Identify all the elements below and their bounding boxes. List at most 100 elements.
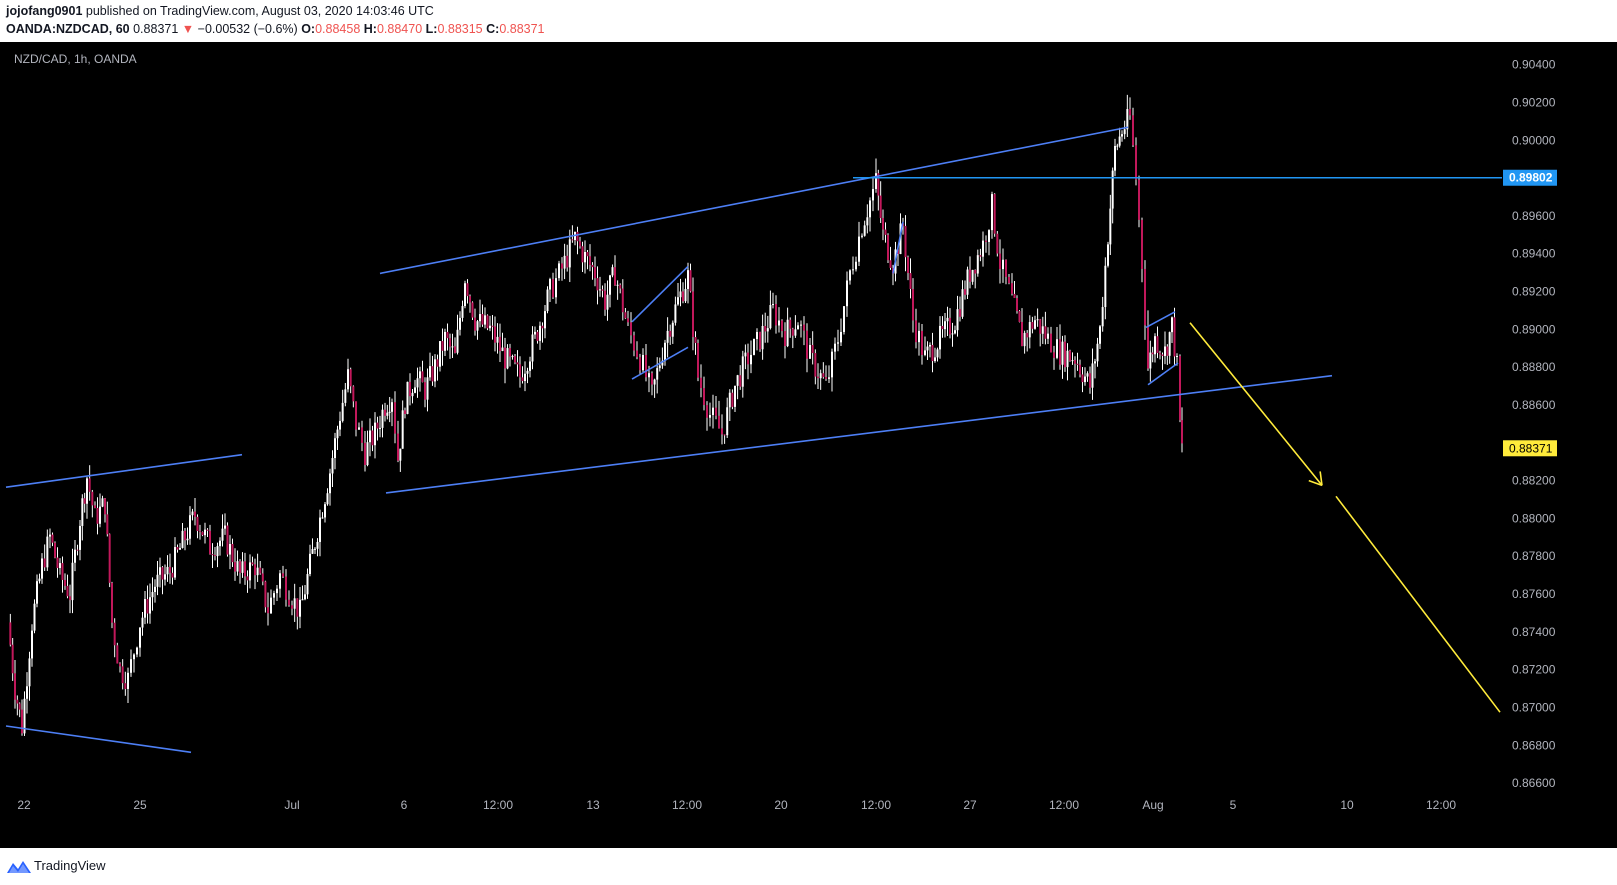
candle-body <box>791 328 794 336</box>
candle-body <box>41 558 43 579</box>
candle-body <box>744 352 747 357</box>
candle-body <box>861 235 863 237</box>
candle-body <box>18 703 21 710</box>
candle-body <box>1039 319 1042 334</box>
candle-body <box>191 511 194 516</box>
candle-body <box>121 666 124 684</box>
candle-body <box>124 683 127 689</box>
candle-body <box>1044 326 1047 339</box>
candle-body <box>576 231 579 242</box>
candle-body <box>273 593 275 598</box>
price-chart[interactable]: 0.90400 0.90200 0.90000 0.89600 0.89400 0.892… <box>0 42 1617 848</box>
candle-body <box>349 369 352 387</box>
candle-body <box>1144 268 1146 326</box>
candle-body <box>671 322 674 337</box>
candle-body <box>299 599 301 617</box>
candle-body <box>226 525 229 555</box>
candle-body <box>71 562 74 601</box>
candle-body <box>819 373 822 379</box>
candle-body <box>1141 219 1143 269</box>
projection-line-1 <box>1189 322 1323 486</box>
candle-body <box>539 325 541 341</box>
candle-body <box>999 253 1001 270</box>
candle-body <box>526 370 529 374</box>
candle-body <box>846 280 848 307</box>
candle-body <box>379 427 381 429</box>
chart-area[interactable]: 0.90400 0.90200 0.90000 0.89600 0.89400 0.892… <box>0 42 1617 848</box>
candle-body <box>531 334 534 362</box>
time-tick-label: 5 <box>1230 798 1237 812</box>
price-tick-label: 0.90000 <box>1512 133 1556 147</box>
candle-body <box>811 344 814 354</box>
candle-body <box>976 255 979 274</box>
candle-body <box>311 549 314 554</box>
candle-body <box>1031 322 1034 329</box>
candle-body <box>879 195 882 219</box>
time-axis[interactable]: 22 25 Jul 6 12:00 13 12:00 20 12:00 27 12:00 Aug 5 10… <box>17 798 1456 812</box>
candle-body <box>909 273 912 290</box>
candle-body <box>723 434 726 436</box>
price-axis[interactable]: 0.90400 0.90200 0.90000 0.89600 0.89400 0.892… <box>1503 58 1557 790</box>
candle-body <box>151 591 154 598</box>
candle-body <box>499 336 501 352</box>
tradingview-logo-icon[interactable] <box>6 860 32 874</box>
candle-body <box>806 330 808 359</box>
candle-body <box>858 236 860 262</box>
author-name[interactable]: jojofang0901 <box>6 4 83 18</box>
candle-body <box>601 289 604 291</box>
candle-body <box>912 289 914 321</box>
candle-body <box>369 430 371 443</box>
candle-body <box>1168 332 1171 356</box>
candle-body <box>156 574 159 587</box>
candle-body <box>863 225 866 236</box>
candle-body <box>171 572 174 578</box>
candle-body <box>454 346 456 353</box>
candle-body <box>259 567 262 574</box>
footer-brand[interactable]: TradingView <box>34 858 106 873</box>
price-tick-label: 0.88800 <box>1512 360 1556 374</box>
chart-legend: NZD/CAD, 1h, OANDA <box>14 52 137 66</box>
candle-body <box>23 698 26 734</box>
candle-body <box>1079 364 1081 375</box>
time-tick-label: 12:00 <box>1049 798 1079 812</box>
candle-body <box>364 442 366 466</box>
candle-body <box>1179 355 1181 421</box>
candle-body <box>619 284 622 289</box>
candle-body <box>764 325 767 332</box>
trendline-9 <box>1147 362 1179 386</box>
candle-body <box>256 567 259 576</box>
candle-body <box>154 586 156 592</box>
candle-body <box>264 581 267 608</box>
candle-body <box>91 491 94 506</box>
price-tick-label: 0.87600 <box>1512 587 1556 601</box>
candle-body <box>904 225 907 258</box>
candle-body <box>715 407 717 416</box>
candle-body <box>772 304 774 306</box>
candle-body <box>214 555 216 557</box>
candle-body <box>706 405 708 418</box>
candle-body <box>1132 115 1134 146</box>
candle-body <box>889 260 892 268</box>
candle-body <box>747 352 749 365</box>
candle-body <box>466 283 469 297</box>
candle-body <box>288 599 290 606</box>
candle-body <box>236 561 239 572</box>
candle-body <box>94 505 96 508</box>
candle-body <box>436 359 439 367</box>
candle-body <box>682 291 684 302</box>
price-tick-label: 0.86800 <box>1512 738 1556 752</box>
candle-body <box>267 607 269 614</box>
candle-body <box>709 415 711 418</box>
candle-body <box>778 320 780 326</box>
candle-body <box>229 543 231 555</box>
candle-body <box>926 346 929 351</box>
candle-body <box>261 573 264 582</box>
candle-body <box>718 415 720 429</box>
candle-body <box>546 289 549 312</box>
candle-body <box>669 330 672 337</box>
candle-body <box>969 269 971 282</box>
time-tick-label: 25 <box>133 798 147 812</box>
candle-body <box>51 534 54 543</box>
candle-body <box>49 534 51 537</box>
candle-body <box>936 349 939 358</box>
